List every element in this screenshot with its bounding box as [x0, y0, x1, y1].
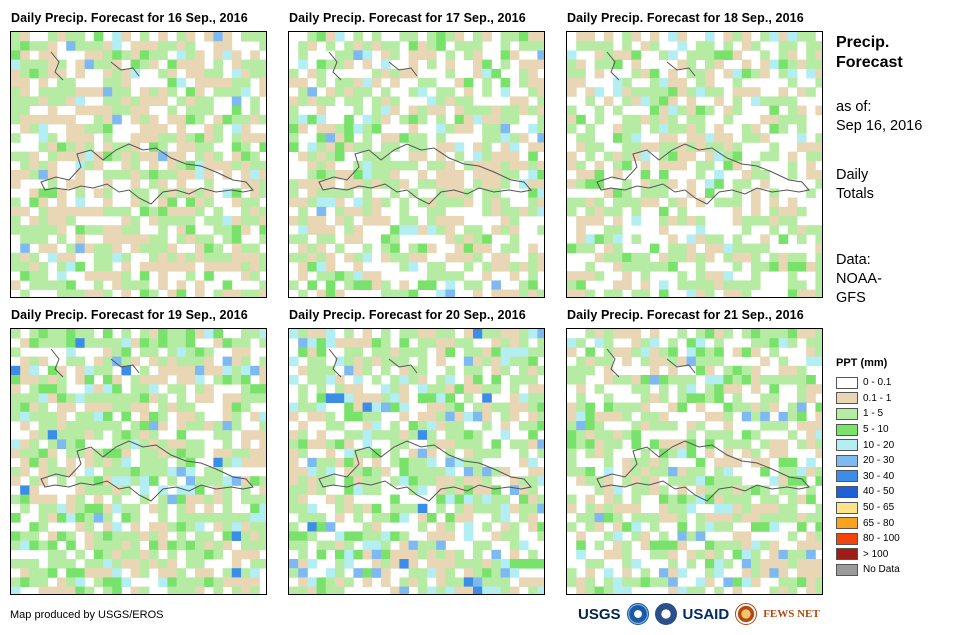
panel-title-1: Daily Precip. Forecast for 16 Sep., 2016 — [11, 11, 248, 25]
legend-label: 0.1 - 1 — [863, 392, 892, 404]
data-source-line3: GFS — [836, 290, 866, 306]
as-of-value: Sep 16, 2016 — [836, 118, 923, 134]
precip-grid-3 — [567, 32, 822, 297]
precip-grid-6 — [567, 329, 822, 594]
legend-label: 40 - 50 — [863, 486, 895, 498]
legend-item: 20 - 30 — [836, 453, 900, 469]
data-source-label: Data: — [836, 252, 871, 268]
legend-label: 10 - 20 — [863, 439, 895, 451]
legend-label: > 100 — [863, 548, 889, 560]
usaid-seal-icon — [654, 603, 677, 625]
map-panel-5 — [288, 328, 545, 595]
precip-grid-4 — [11, 329, 266, 594]
legend-item: 0 - 0.1 — [836, 375, 900, 391]
data-source-line2: NOAA- — [836, 271, 882, 287]
legend-item: No Data — [836, 562, 900, 578]
legend-swatch — [836, 548, 858, 561]
legend-swatch — [836, 517, 858, 530]
legend-swatch — [836, 439, 858, 452]
legend-item: 30 - 40 — [836, 469, 900, 485]
legend-label: 30 - 40 — [863, 470, 895, 482]
legend-item: 10 - 20 — [836, 437, 900, 453]
legend-item: 65 - 80 — [836, 515, 900, 531]
precip-grid-1 — [11, 32, 266, 297]
data-source: Data: NOAA- GFS — [836, 251, 882, 308]
legend-label: No Data — [863, 564, 900, 576]
panel-title-6: Daily Precip. Forecast for 21 Sep., 2016 — [567, 308, 804, 322]
map-panel-2 — [288, 31, 545, 298]
legend-item: 50 - 65 — [836, 500, 900, 516]
legend-swatch — [836, 376, 858, 389]
legend-label: 65 - 80 — [863, 517, 895, 529]
map-panel-6 — [566, 328, 823, 595]
usgs-logo: USGS — [578, 605, 621, 623]
legend-label: 50 - 65 — [863, 502, 895, 514]
legend-item: 0.1 - 1 — [836, 391, 900, 407]
legend-swatch — [836, 407, 858, 420]
legend: 0 - 0.1 0.1 - 1 1 - 5 5 - 10 10 - 20 20 - 30 3… — [836, 375, 900, 578]
as-of-date: as of: Sep 16, 2016 — [836, 98, 922, 136]
panel-title-3: Daily Precip. Forecast for 18 Sep., 2016 — [567, 11, 804, 25]
panel-title-5: Daily Precip. Forecast for 20 Sep., 2016 — [289, 308, 526, 322]
fews-net-emblem-icon — [735, 603, 758, 625]
side-title-line1: Precip. — [836, 34, 890, 51]
legend-item: 5 - 10 — [836, 422, 900, 438]
legend-swatch — [836, 563, 858, 576]
totals-line: Totals — [836, 186, 874, 202]
legend-item: > 100 — [836, 547, 900, 563]
legend-swatch — [836, 532, 858, 545]
legend-label: 20 - 30 — [863, 455, 895, 467]
fews-net-logo: FEWS NET — [763, 608, 820, 620]
map-panel-1 — [10, 31, 267, 298]
map-panel-3 — [566, 31, 823, 298]
panel-title-2: Daily Precip. Forecast for 17 Sep., 2016 — [289, 11, 526, 25]
as-of-label: as of: — [836, 99, 872, 115]
panel-title-4: Daily Precip. Forecast for 19 Sep., 2016 — [11, 308, 248, 322]
map-credit: Map produced by USGS/EROS — [10, 609, 164, 621]
precip-grid-5 — [289, 329, 544, 594]
legend-swatch — [836, 501, 858, 514]
legend-item: 80 - 100 — [836, 531, 900, 547]
legend-swatch — [836, 423, 858, 436]
legend-swatch — [836, 392, 858, 405]
map-panel-4 — [10, 328, 267, 595]
side-title-line2: Forecast — [836, 54, 903, 71]
usaid-logo: USAID — [682, 605, 730, 623]
legend-label: 0 - 0.1 — [863, 377, 892, 389]
daily-totals-label: Daily Totals — [836, 166, 874, 204]
legend-item: 1 - 5 — [836, 406, 900, 422]
noaa-logo-icon — [626, 603, 649, 625]
legend-label: 1 - 5 — [863, 408, 884, 420]
legend-swatch — [836, 470, 858, 483]
side-title: Precip. Forecast — [836, 33, 903, 73]
legend-title: PPT (mm) — [836, 357, 888, 369]
daily-line: Daily — [836, 167, 869, 183]
legend-swatch — [836, 454, 858, 467]
precip-grid-2 — [289, 32, 544, 297]
legend-label: 5 - 10 — [863, 424, 889, 436]
legend-swatch — [836, 485, 858, 498]
legend-item: 40 - 50 — [836, 484, 900, 500]
legend-label: 80 - 100 — [863, 533, 900, 545]
partner-logos: USGS USAID FEWS NET — [578, 603, 820, 625]
